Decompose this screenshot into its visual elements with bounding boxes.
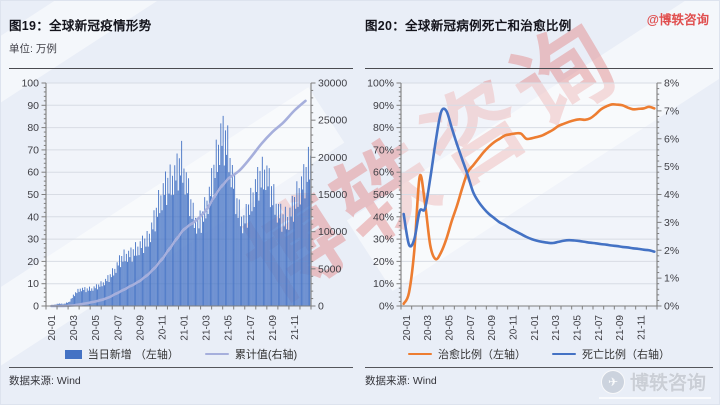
data-source: 数据来源: Wind: [365, 367, 713, 388]
chart-unit-label: 单位: 万例: [9, 43, 57, 55]
legend-label: 当日新增 （左轴）: [87, 349, 179, 361]
chart-legend: 治愈比例（左轴） 死亡比例（右轴）: [365, 344, 713, 364]
panel-header: 图20：全球新冠病例死亡和治愈比例: [365, 13, 713, 69]
legend-line-swatch: [204, 352, 229, 356]
svg-text:50%: 50%: [373, 189, 394, 201]
svg-text:21-09: 21-09: [615, 315, 626, 341]
svg-text:21-03: 21-03: [551, 315, 562, 341]
svg-text:1%: 1%: [664, 273, 679, 285]
svg-text:30000: 30000: [318, 78, 347, 90]
svg-text:5000: 5000: [318, 263, 342, 275]
svg-text:2%: 2%: [664, 245, 679, 257]
svg-text:0%: 0%: [379, 301, 394, 313]
svg-text:3%: 3%: [664, 217, 679, 229]
svg-text:10: 10: [27, 278, 39, 290]
legend-item: 死亡比例（右轴）: [552, 346, 670, 362]
bottom-right-watermark-label: 博轶咨询: [629, 373, 706, 394]
chart-legend: 当日新增 （左轴） 累计值(右轴): [9, 344, 353, 364]
svg-text:21-11: 21-11: [290, 315, 301, 340]
svg-text:20-07: 20-07: [113, 315, 124, 341]
svg-text:0: 0: [318, 301, 324, 313]
epidemic-chart-canvas: 0 10 20 30 40 50 60 70 80 90 100 0 5000 10000 15000 200…: [21, 78, 347, 341]
svg-text:20-03: 20-03: [423, 315, 434, 341]
legend-item: 累计值(右轴): [204, 346, 298, 362]
svg-text:20-01: 20-01: [47, 315, 58, 341]
svg-text:100: 100: [21, 78, 39, 90]
svg-text:20-07: 20-07: [466, 315, 477, 341]
svg-text:10%: 10%: [373, 278, 394, 290]
ratios-chart-canvas: 0% 10% 20% 30% 40% 50% 60% 70% 80% 90% 100% 0% 1% 2% 3…: [367, 78, 679, 341]
svg-text:20-05: 20-05: [91, 315, 102, 341]
svg-text:25000: 25000: [318, 115, 347, 127]
svg-text:21-09: 21-09: [268, 315, 279, 341]
paper-plane-icon: ✈: [600, 369, 625, 394]
svg-text:20: 20: [27, 256, 39, 268]
svg-text:80: 80: [27, 122, 39, 134]
chart-title: 图20：全球新冠病例死亡和治愈比例: [365, 19, 572, 33]
svg-text:5%: 5%: [664, 161, 679, 173]
legend-line-swatch: [408, 352, 432, 356]
svg-text:6%: 6%: [664, 133, 679, 145]
svg-text:70%: 70%: [373, 144, 394, 156]
svg-text:70: 70: [27, 144, 39, 156]
red-account-watermark: @博轶咨询: [646, 13, 709, 27]
svg-text:30: 30: [27, 234, 39, 246]
svg-text:100%: 100%: [367, 78, 394, 90]
svg-text:20-11: 20-11: [157, 315, 168, 340]
svg-text:20%: 20%: [373, 256, 394, 268]
svg-text:21-11: 21-11: [637, 315, 648, 340]
svg-text:21-03: 21-03: [202, 315, 213, 341]
svg-text:21-07: 21-07: [594, 315, 605, 341]
svg-text:21-07: 21-07: [246, 315, 257, 341]
svg-text:7%: 7%: [664, 105, 679, 117]
svg-text:20-01: 20-01: [402, 315, 413, 341]
legend-label: 治愈比例（左轴）: [438, 349, 526, 361]
legend-item: 治愈比例（左轴）: [408, 346, 526, 362]
svg-text:10000: 10000: [318, 226, 347, 238]
svg-text:20-09: 20-09: [135, 315, 146, 341]
svg-text:4%: 4%: [664, 189, 679, 201]
svg-text:20-09: 20-09: [487, 315, 498, 341]
svg-text:21-01: 21-01: [180, 315, 191, 341]
svg-text:30%: 30%: [373, 234, 394, 246]
svg-text:40%: 40%: [373, 211, 394, 223]
svg-text:20-11: 20-11: [509, 315, 520, 340]
svg-text:20-03: 20-03: [69, 315, 80, 341]
svg-text:21-05: 21-05: [224, 315, 235, 341]
svg-text:90%: 90%: [373, 100, 394, 112]
svg-text:60%: 60%: [373, 167, 394, 179]
bottom-right-watermark: ✈ 博轶咨询: [598, 368, 711, 399]
legend-label: 累计值(右轴): [234, 349, 298, 361]
svg-text:0%: 0%: [664, 301, 679, 313]
chart-title: 图19：全球新冠疫情形势: [9, 19, 152, 33]
legend-label: 死亡比例（右轴）: [582, 349, 670, 361]
svg-text:21-05: 21-05: [573, 315, 584, 341]
svg-text:8%: 8%: [664, 78, 679, 90]
svg-text:0: 0: [33, 301, 39, 313]
svg-text:50: 50: [27, 189, 39, 201]
chart-panel-ratios: 图20：全球新冠病例死亡和治愈比例 0% 10% 20% 30% 40% 50% 60% 70…: [365, 13, 713, 388]
legend-item: 当日新增 （左轴）: [64, 346, 179, 362]
svg-text:20000: 20000: [318, 152, 347, 164]
svg-text:20-05: 20-05: [445, 315, 456, 341]
svg-text:40: 40: [27, 211, 39, 223]
panel-header: 图19：全球新冠疫情形势 单位: 万例: [9, 13, 353, 69]
svg-text:15000: 15000: [318, 189, 347, 201]
svg-text:60: 60: [27, 167, 39, 179]
legend-bar-swatch: [64, 349, 82, 359]
svg-text:80%: 80%: [373, 122, 394, 134]
data-source: 数据来源: Wind: [9, 367, 353, 388]
svg-text:90: 90: [27, 100, 39, 112]
legend-line-swatch: [552, 352, 576, 356]
svg-text:21-01: 21-01: [530, 315, 541, 341]
chart-panel-epidemic: 图19：全球新冠疫情形势 单位: 万例 0 10 20 30 40 50 60 70 80 90 1…: [9, 13, 353, 388]
